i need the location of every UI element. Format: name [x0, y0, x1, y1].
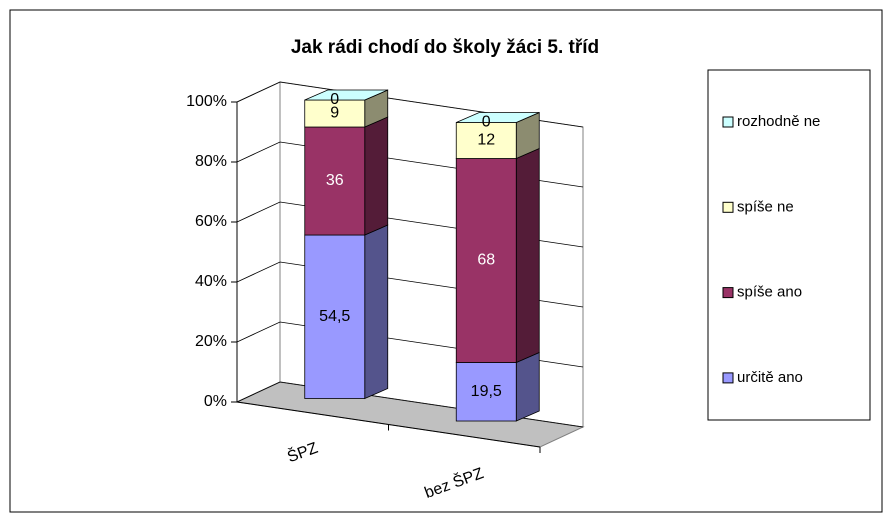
bar-side — [364, 224, 389, 400]
data-label: 54,5 — [319, 308, 350, 325]
data-label: 0 — [482, 114, 491, 131]
data-label: 68 — [477, 252, 495, 269]
chart-title: Jak rádi chodí do školy žáci 5. tříd — [291, 37, 599, 58]
y-tick-label: 0% — [204, 393, 227, 410]
bar-side — [515, 147, 540, 364]
legend-label: spíše ne — [737, 198, 794, 215]
y-tick-label: 100% — [186, 93, 227, 110]
y-tick-label: 20% — [195, 333, 227, 350]
data-label: 36 — [326, 172, 344, 189]
bar-segment — [455, 158, 517, 363]
legend-label: určitě ano — [737, 369, 803, 386]
bar-top — [304, 89, 388, 101]
data-label: 12 — [477, 132, 495, 149]
legend-box — [707, 69, 871, 421]
legend-label: spíše ano — [737, 284, 802, 301]
bar-segment — [304, 126, 366, 236]
bar-segment — [304, 99, 366, 128]
legend-swatch — [722, 287, 734, 299]
data-label: 9 — [330, 105, 339, 122]
bar-side — [364, 116, 389, 236]
bar-top — [456, 112, 540, 123]
legend-swatch — [722, 201, 734, 213]
bar-side — [515, 351, 540, 422]
y-tick-label: 40% — [195, 273, 227, 290]
y-tick-label: 80% — [195, 153, 227, 170]
bar-segment — [455, 122, 517, 159]
data-label: 19,5 — [471, 383, 502, 400]
grid-line — [236, 81, 584, 128]
legend-swatch — [722, 116, 734, 128]
bar-segment — [455, 362, 517, 422]
data-label: 0 — [330, 91, 339, 108]
y-tick-label: 60% — [195, 213, 227, 230]
legend-swatch — [722, 372, 734, 384]
legend-label: rozhodně ne — [737, 113, 820, 130]
